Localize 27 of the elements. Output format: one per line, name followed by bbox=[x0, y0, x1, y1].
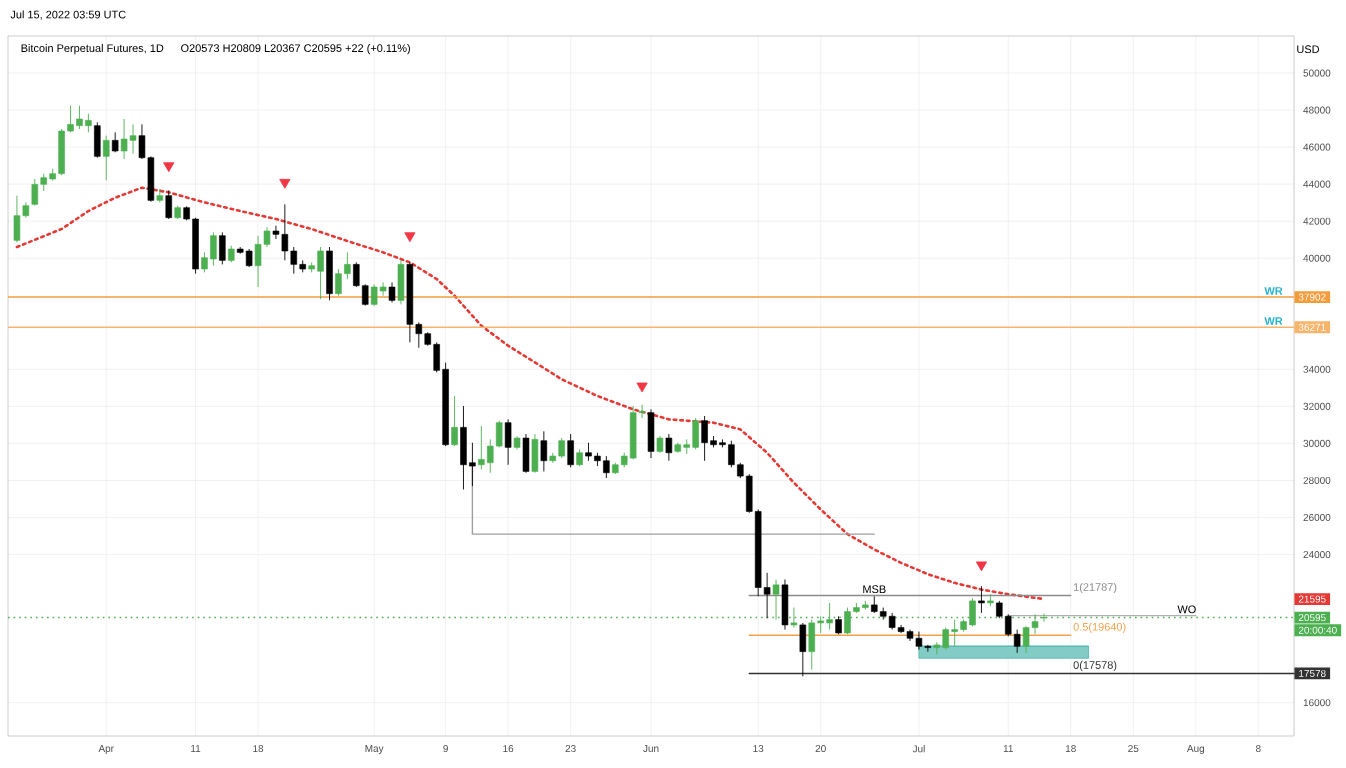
candlestick bbox=[219, 231, 226, 265]
line-series bbox=[15, 186, 1046, 601]
candlestick bbox=[540, 430, 548, 472]
candlestick bbox=[397, 259, 405, 305]
candlestick bbox=[522, 433, 530, 474]
candlestick bbox=[102, 135, 110, 181]
point bbox=[404, 232, 416, 243]
candlestick bbox=[31, 178, 39, 207]
candlestick bbox=[388, 281, 396, 303]
candlestick bbox=[379, 281, 387, 297]
point bbox=[163, 162, 175, 173]
candlestick bbox=[504, 418, 512, 466]
point bbox=[636, 382, 648, 393]
candlestick bbox=[94, 121, 101, 159]
candlestick bbox=[799, 622, 807, 677]
candlestick bbox=[451, 395, 458, 447]
candlestick bbox=[13, 195, 21, 243]
point bbox=[975, 561, 988, 572]
candlestick bbox=[665, 433, 673, 462]
candlestick bbox=[326, 246, 333, 301]
candlestick bbox=[567, 433, 574, 468]
candlestick bbox=[978, 585, 985, 614]
candlestick bbox=[647, 408, 655, 459]
candlestick bbox=[165, 189, 172, 220]
candlestick bbox=[531, 433, 539, 474]
candlestick bbox=[781, 579, 789, 631]
point bbox=[279, 178, 291, 189]
